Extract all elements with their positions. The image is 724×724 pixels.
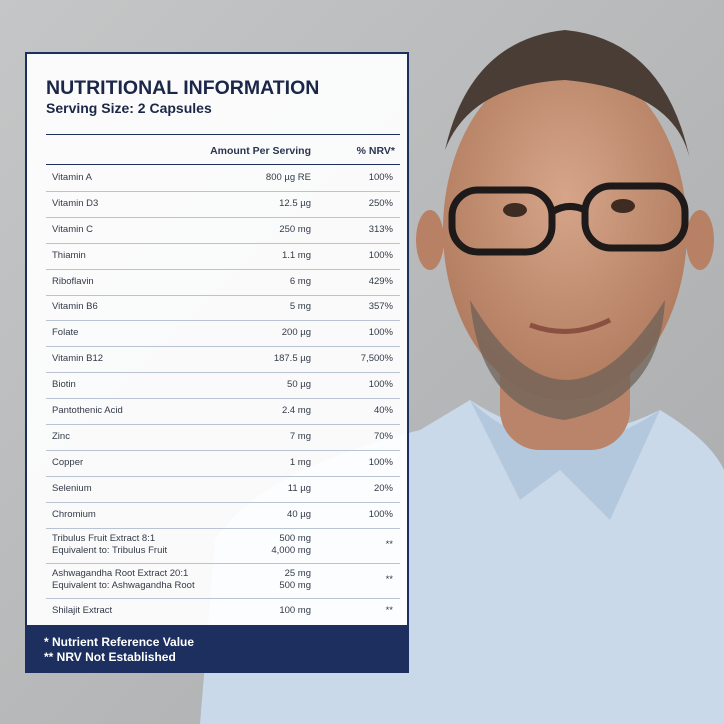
nutrient-name: Riboflavin: [52, 275, 94, 287]
nutrient-name: Zinc: [52, 430, 70, 442]
nrv: 100%: [368, 456, 393, 468]
column-header: % NRV*: [356, 145, 395, 157]
amount: 50 µg: [287, 379, 311, 391]
nrv: 100%: [368, 379, 393, 391]
amount: 11 µg: [287, 482, 311, 494]
nrv: **: [385, 604, 393, 616]
amount: 2.4 mg: [281, 405, 311, 417]
amount: 6 mg: [289, 275, 311, 287]
column-header: Amount Per Serving: [210, 145, 311, 157]
amount: 100 mg: [279, 604, 311, 616]
nrv: 7,500%: [360, 353, 393, 365]
nrv: 20%: [373, 482, 393, 494]
amount: 500 mg: [279, 580, 311, 592]
row-divider: [46, 398, 400, 400]
nutrient-name: Selenium: [52, 482, 92, 494]
nutrient-name: Ashwagandha Root Extract 20:1: [52, 568, 189, 580]
footer: * Nutrient Reference Value ** NRV Not Es…: [27, 625, 407, 671]
nutrition-panel: NUTRITIONAL INFORMATION Serving Size: 2 …: [25, 52, 409, 673]
nutrient-name: Copper: [52, 456, 84, 468]
nutrient-name: Vitamin B12: [52, 353, 104, 365]
row-divider: [46, 475, 400, 477]
row-divider: [46, 242, 400, 244]
nrv: **: [385, 574, 393, 586]
nrv: 429%: [368, 275, 393, 287]
nutrient-name: Tribulus Fruit Extract 8:1: [52, 533, 156, 545]
amount: 40 µg: [287, 508, 311, 520]
row-divider: [46, 216, 400, 218]
nrv: 100%: [368, 171, 393, 183]
nutrient-name: Vitamin C: [52, 223, 94, 235]
nrv: 357%: [368, 301, 393, 313]
nrv: 40%: [373, 405, 393, 417]
nutrient-name: Biotin: [52, 379, 76, 391]
row-divider: [46, 501, 400, 503]
row-divider: [46, 372, 400, 374]
amount: 500 mg: [279, 533, 311, 545]
row-divider: [46, 527, 400, 529]
serving-size: Serving Size: 2 Capsules: [46, 100, 212, 116]
amount: 200 µg: [281, 327, 311, 339]
row-divider: [46, 346, 400, 348]
row-divider: [46, 562, 400, 564]
nutrient-name: Thiamin: [52, 249, 86, 261]
nutrient-name: Vitamin B6: [52, 301, 98, 313]
row-divider: [46, 190, 400, 192]
row-divider: [46, 320, 400, 322]
nutrient-name: Pantothenic Acid: [52, 405, 123, 417]
nutrient-name: Vitamin A: [52, 171, 92, 183]
row-divider: [46, 268, 400, 270]
amount: 1.1 mg: [281, 249, 311, 261]
nutrient-name: Chromium: [52, 508, 96, 520]
nrv: 70%: [373, 430, 393, 442]
nrv: 313%: [368, 223, 393, 235]
nrv: **: [385, 539, 393, 551]
row-divider: [46, 294, 400, 296]
amount: 800 µg RE: [265, 171, 311, 183]
nrv: 100%: [368, 327, 393, 339]
row-divider: [46, 597, 400, 599]
rule: [46, 164, 400, 165]
nutrient-name: Vitamin D3: [52, 197, 99, 209]
amount: 7 mg: [289, 430, 311, 442]
footnote: ** NRV Not Established: [44, 650, 176, 664]
amount: 187.5 µg: [273, 353, 311, 365]
nrv: 250%: [368, 197, 393, 209]
nrv: 100%: [368, 508, 393, 520]
row-divider: [46, 449, 400, 451]
amount: 1 mg: [289, 456, 311, 468]
nutrient-name: Equivalent to: Tribulus Fruit: [52, 545, 168, 557]
amount: 5 mg: [289, 301, 311, 313]
amount: 250 mg: [279, 223, 311, 235]
nutrient-name: Shilajit Extract: [52, 604, 113, 616]
nutrient-name: Equivalent to: Ashwagandha Root: [52, 580, 195, 592]
amount: 12.5 µg: [279, 197, 311, 209]
footnote: * Nutrient Reference Value: [44, 635, 195, 649]
nrv: 100%: [368, 249, 393, 261]
amount: 25 mg: [284, 568, 311, 580]
amount: 4,000 mg: [271, 545, 311, 557]
panel-title: NUTRITIONAL INFORMATION: [46, 77, 320, 99]
row-divider: [46, 424, 400, 425]
nutrient-name: Folate: [52, 327, 79, 339]
rule: [46, 134, 400, 135]
